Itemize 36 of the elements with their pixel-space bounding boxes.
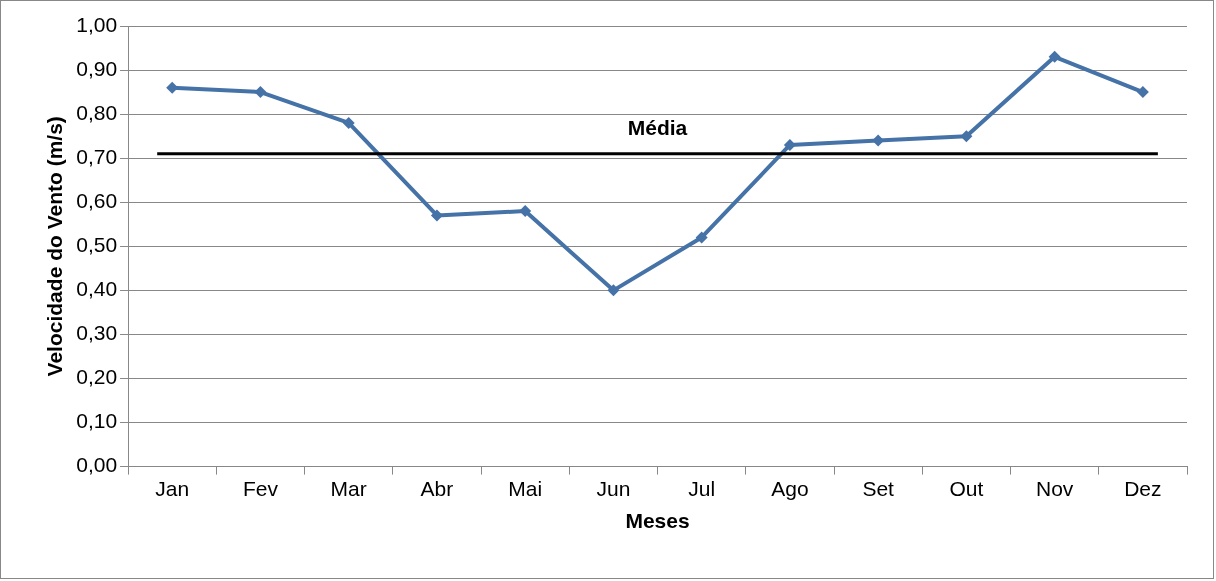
y-axis-title: Velocidade do Vento (m/s) — [43, 116, 67, 377]
x-tick-label: Set — [862, 477, 895, 500]
point — [430, 209, 443, 222]
y-tick-label: 0,30 — [76, 321, 118, 345]
x-tick-label: Jul — [688, 477, 716, 500]
x-tick-label: Jun — [596, 477, 631, 500]
y-tick-label: 0,70 — [76, 144, 118, 168]
y-tick-label: 0,50 — [76, 233, 118, 257]
y-tick-label: 0,60 — [76, 189, 118, 213]
y-tick-label: 0,20 — [76, 365, 118, 389]
x-tick-label: Mar — [330, 477, 367, 500]
point — [519, 205, 532, 218]
point — [1136, 86, 1149, 99]
x-tick-label: Out — [949, 477, 984, 500]
y-tick-label: 1,00 — [76, 12, 118, 36]
y-tick-label: 0,00 — [76, 453, 118, 477]
ref-line-label: Média — [627, 116, 688, 140]
y-tick-label: 0,80 — [76, 100, 118, 124]
point — [960, 130, 973, 143]
point — [1048, 50, 1061, 63]
y-tick-label: 0,90 — [76, 56, 118, 80]
x-tick-label: Ago — [771, 477, 809, 500]
x-tick-label: Nov — [1035, 477, 1074, 500]
point — [695, 231, 708, 244]
y-tick-label: 0,40 — [76, 277, 118, 301]
point — [607, 284, 620, 297]
y-tick-label: 0,10 — [76, 409, 118, 433]
x-tick-label: Mai — [508, 477, 543, 500]
x-tick-label: Abr — [420, 477, 454, 500]
x-tick-label: Fev — [242, 477, 279, 500]
x-tick-label: Jan — [155, 477, 190, 500]
x-axis-title: Meses — [625, 509, 690, 533]
x-tick-label: Dez — [1124, 477, 1162, 500]
point — [783, 138, 796, 151]
point — [254, 86, 267, 99]
point — [342, 116, 355, 129]
